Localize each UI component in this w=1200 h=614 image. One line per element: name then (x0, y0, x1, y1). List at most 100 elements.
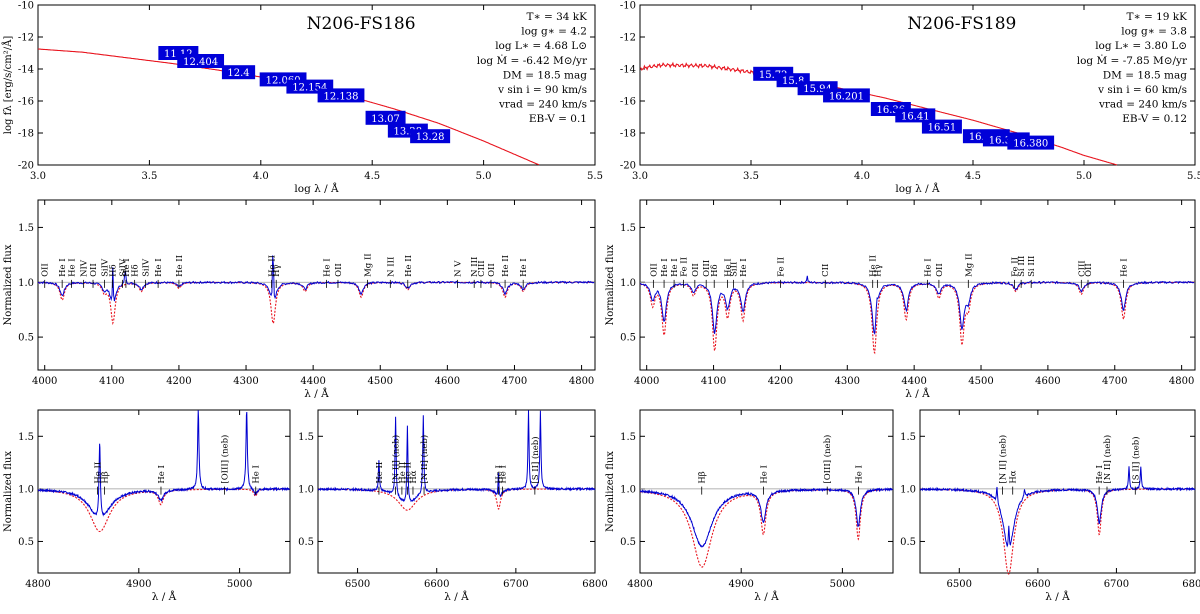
photometry-box (317, 88, 365, 103)
panel-ha-right: 6500 6600 6700 6800 0.5 1.0 1.5 λ / Å [N II] (ne… (900, 409, 1200, 603)
y-tick-label: 1.0 (900, 484, 916, 495)
line-id-label: He I (924, 258, 934, 277)
x-axis-label: λ / Å (1045, 589, 1070, 603)
line-id-label: N V (453, 260, 463, 277)
x-tick-label: 6800 (1182, 579, 1200, 590)
y-tick-label: -18 (18, 129, 34, 140)
line-id-label: OIII (702, 260, 712, 277)
x-tick-label: 4400 (901, 376, 926, 387)
x-tick-label: 4700 (1102, 376, 1127, 387)
line-id-label: Hβ (698, 471, 708, 483)
param-line: EB-V = 0.12 (1122, 113, 1187, 125)
x-tick-label: 3.5 (743, 171, 759, 182)
y-tick-label: 1.5 (298, 432, 314, 443)
line-id-label: [S II] (neb) (530, 436, 541, 483)
line-id-label: He II (403, 462, 413, 484)
line-id-label: Hγ (272, 264, 282, 277)
y-tick-label: 1.5 (620, 223, 636, 234)
line-id-label: [N II] (neb) (1102, 435, 1113, 484)
axes-frame (317, 409, 596, 574)
x-axis-label: λ / Å (905, 386, 930, 400)
x-tick-label: 4.0 (854, 171, 870, 182)
y-tick-label: -10 (620, 1, 636, 12)
photometry-box (177, 54, 225, 68)
line-id-label: He I (759, 465, 769, 484)
photometry-label: 13.28 (394, 127, 423, 138)
y-tick-label: -16 (18, 97, 34, 108)
x-tick-label: 4000 (32, 376, 57, 387)
line-id-label: He I (660, 258, 670, 277)
x-tick-label: 4600 (435, 376, 460, 387)
model-spectrum (640, 488, 893, 568)
line-id-label: SiIV (100, 258, 110, 277)
line-id-label: OII (935, 263, 945, 277)
photometry-label: 16.41 (901, 111, 930, 122)
line-id-label: He II (404, 255, 414, 277)
panel-sed-right: 3.0 3.5 4.0 4.5 5.0 5.5 -10 -12 -14 -16 -18 -20 log … (620, 1, 1200, 196)
x-axis-label: λ / Å (152, 589, 177, 603)
photometry-label: 12.060 (266, 75, 301, 86)
line-id-label: He I (670, 258, 680, 277)
line-id-label: [N II] (neb) (419, 435, 430, 484)
y-tick-label: 1.0 (298, 484, 314, 495)
line-id-label: SiIV (119, 258, 129, 277)
line-id-label: Hγ (873, 264, 883, 277)
line-id-label: SiII (730, 262, 740, 277)
y-tick-label: 0.5 (18, 537, 34, 548)
x-tick-label: 6500 (345, 579, 370, 590)
line-id-label: [OIII] (neb) (219, 435, 230, 484)
line-id-label: OII (487, 263, 497, 277)
y-tick-label: 1.5 (900, 432, 916, 443)
axes-frame (639, 409, 894, 574)
x-tick-label: 6800 (582, 579, 607, 590)
photometry-label: 12.4 (227, 68, 249, 79)
y-tick-label: 0.5 (620, 537, 636, 548)
line-id-label: OII (89, 263, 99, 277)
param-line: v sin i = 90 km/s (497, 84, 587, 96)
model-spectrum (920, 488, 1195, 575)
photometry-box (221, 65, 256, 80)
observed-spectrum (640, 275, 1195, 336)
y-tick-label: 1.5 (620, 432, 636, 443)
y-tick-label: 1.0 (620, 484, 636, 495)
y-tick-label: -12 (620, 33, 636, 44)
photometry-box (1007, 135, 1055, 150)
x-tick-label: 4500 (368, 376, 393, 387)
x-tick-label: 5.0 (476, 171, 492, 182)
x-tick-label: 4.5 (364, 171, 380, 182)
y-axis-label: Normalized flux (605, 244, 616, 325)
line-id-label: [N II] (neb) (998, 435, 1009, 484)
y-tick-label: 0.5 (900, 537, 916, 548)
x-axis-label: λ / Å (444, 589, 469, 603)
line-id-label: [N II] (neb) (391, 435, 402, 484)
x-tick-label: 3.5 (141, 171, 157, 182)
param-line: T∗ = 19 kK (1126, 11, 1187, 23)
chart-title: N206-FS189 (907, 14, 1016, 34)
photometry-label: 16.201 (829, 91, 864, 102)
line-id-label: He I (724, 258, 734, 277)
x-tick-label: 5.5 (1187, 171, 1200, 182)
line-id-label: He I (157, 465, 167, 484)
x-tick-label: 4800 (25, 579, 50, 590)
y-tick-label: 1.5 (18, 223, 34, 234)
x-tick-label: 4500 (968, 376, 993, 387)
param-line: v sin i = 60 km/s (1097, 84, 1187, 96)
line-id-label: He I (58, 258, 68, 277)
y-axis-label: Normalized flux (605, 451, 616, 532)
y-tick-label: -18 (620, 129, 636, 140)
x-tick-label: 6600 (424, 579, 449, 590)
param-line: DM = 18.5 mag (503, 69, 588, 81)
model-spectrum (318, 488, 595, 511)
y-tick-label: -10 (18, 1, 34, 12)
x-tick-label: 5000 (227, 579, 252, 590)
observed-spectrum (919, 466, 1196, 548)
line-id-label: Fe II (679, 257, 689, 277)
line-id-label: Hα (1009, 470, 1019, 483)
axes-frame (37, 409, 291, 574)
line-id-label: Hα (409, 470, 419, 483)
line-id-label: Fe II (1010, 257, 1020, 277)
panel-hb-right: 4800 4900 5000 0.5 1.0 1.5 λ / Å Normalized flu… (605, 409, 894, 603)
param-line: T∗ = 34 kK (526, 11, 587, 23)
param-line: log g∗ = 4.2 (521, 26, 587, 38)
x-tick-label: 5.5 (587, 171, 603, 182)
